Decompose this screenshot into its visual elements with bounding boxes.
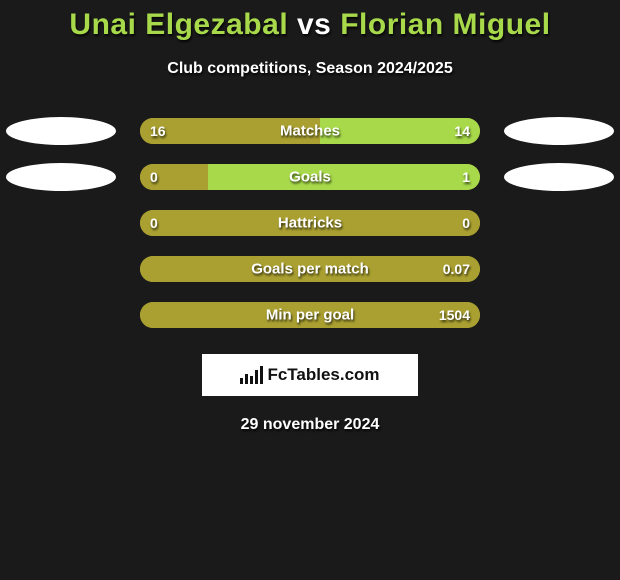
- player2-oval: [504, 117, 614, 145]
- stat-label: Hattricks: [278, 215, 342, 232]
- player1-oval: [6, 117, 116, 145]
- stat-bar-track: Min per goal 1504: [140, 302, 480, 328]
- bar-chart-icon: [240, 366, 263, 384]
- player2-name: Florian Miguel: [340, 8, 550, 41]
- stat-bar-track: Hattricks 0 0: [140, 210, 480, 236]
- stat-value-left: 0: [150, 215, 158, 231]
- player1-oval: [6, 163, 116, 191]
- comparison-container: Unai Elgezabal vs Florian Miguel Club co…: [0, 0, 620, 434]
- stats-list: Matches 16 14 Goals 0 1 Hattricks 0 0 Goals per m…: [0, 108, 620, 338]
- stat-row: Min per goal 1504: [0, 292, 620, 338]
- player1-name: Unai Elgezabal: [69, 8, 288, 41]
- stat-bar-track: Goals 0 1: [140, 164, 480, 190]
- stat-row: Goals per match 0.07: [0, 246, 620, 292]
- stat-row: Goals 0 1: [0, 154, 620, 200]
- stat-value-right: 1504: [439, 307, 470, 323]
- stat-bar-right: [208, 164, 480, 190]
- player2-oval: [504, 163, 614, 191]
- date-text: 29 november 2024: [0, 416, 620, 434]
- stat-bar-track: Matches 16 14: [140, 118, 480, 144]
- stat-label: Goals: [289, 169, 331, 186]
- stat-bar-track: Goals per match 0.07: [140, 256, 480, 282]
- stat-value-right: 0.07: [443, 261, 470, 277]
- stat-value-left: 0: [150, 169, 158, 185]
- stat-row: Hattricks 0 0: [0, 200, 620, 246]
- subtitle: Club competitions, Season 2024/2025: [0, 60, 620, 78]
- stat-label: Matches: [280, 123, 340, 140]
- stat-value-right: 1: [462, 169, 470, 185]
- page-title: Unai Elgezabal vs Florian Miguel: [0, 8, 620, 42]
- stat-label: Goals per match: [251, 261, 369, 278]
- stat-value-right: 0: [462, 215, 470, 231]
- brand-box[interactable]: FcTables.com: [202, 354, 418, 396]
- brand-text: FcTables.com: [267, 365, 379, 385]
- stat-value-right: 14: [454, 123, 470, 139]
- stat-row: Matches 16 14: [0, 108, 620, 154]
- stat-label: Min per goal: [266, 307, 354, 324]
- stat-value-left: 16: [150, 123, 166, 139]
- brand-label: FcTables.com: [240, 365, 379, 385]
- vs-text: vs: [297, 8, 331, 41]
